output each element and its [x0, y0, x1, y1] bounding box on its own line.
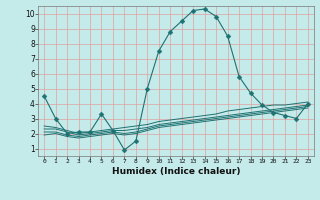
X-axis label: Humidex (Indice chaleur): Humidex (Indice chaleur)	[112, 167, 240, 176]
